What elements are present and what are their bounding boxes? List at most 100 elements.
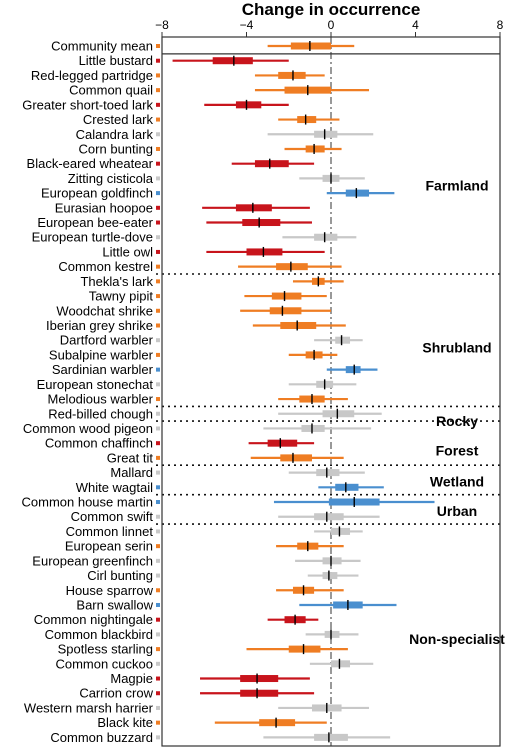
species-label: Woodchat shrike xyxy=(56,303,153,318)
chart-title: Change in occurrence xyxy=(242,0,421,19)
species-row: Western marsh harrier xyxy=(24,700,370,715)
species-label: Sardinian warbler xyxy=(52,362,154,377)
inner-interval xyxy=(322,410,355,418)
species-color-marker xyxy=(156,588,160,593)
inner-interval xyxy=(242,219,281,227)
group-label: Wetland xyxy=(430,473,484,489)
species-color-marker xyxy=(156,88,160,93)
species-label: Tawny pipit xyxy=(89,289,154,304)
species-label: Common kestrel xyxy=(58,259,153,274)
species-color-marker xyxy=(156,705,160,710)
inner-interval xyxy=(314,513,344,521)
species-color-marker xyxy=(156,323,160,328)
inner-interval xyxy=(246,248,283,256)
species-row: European greenfinch xyxy=(32,553,361,568)
species-label: European greenfinch xyxy=(32,553,153,568)
species-label: Little owl xyxy=(102,244,153,259)
species-color-marker xyxy=(156,411,160,416)
species-color-marker xyxy=(156,220,160,225)
inner-interval xyxy=(259,719,296,727)
inner-interval xyxy=(345,366,361,374)
species-label: Zitting cisticola xyxy=(68,171,154,186)
species-row: Magpie xyxy=(110,671,310,686)
species-label: Barn swallow xyxy=(76,597,153,612)
inner-interval xyxy=(240,675,279,683)
species-color-marker xyxy=(156,691,160,696)
species-row: Melodious warbler xyxy=(48,392,348,407)
group-separators xyxy=(156,53,500,525)
species-color-marker xyxy=(156,161,160,166)
species-label: Magpie xyxy=(110,671,153,686)
species-row: Dartford warbler xyxy=(60,333,363,348)
species-label: Common house martin xyxy=(22,495,154,510)
inner-interval xyxy=(212,57,253,65)
species-row: Little bustard xyxy=(79,53,289,68)
inner-interval xyxy=(314,733,348,741)
species-row: Common blackbird xyxy=(45,627,359,642)
species-label: Community mean xyxy=(51,39,153,54)
species-row: Crested lark xyxy=(83,112,340,127)
species-row: Common buzzard xyxy=(50,730,391,745)
species-color-marker xyxy=(156,367,160,372)
species-row: House sparrow xyxy=(66,583,344,598)
species-label: Cirl bunting xyxy=(87,568,153,583)
species-color-marker xyxy=(156,617,160,622)
inner-interval xyxy=(331,527,351,535)
species-row: Mallard xyxy=(110,465,365,480)
species-row: European turtle-dove xyxy=(32,230,357,245)
species-row: Spotless starling xyxy=(58,642,348,657)
species-color-marker xyxy=(156,720,160,725)
species-row: European goldfinch xyxy=(41,186,395,201)
species-label: Common linnet xyxy=(66,524,154,539)
inner-interval xyxy=(322,557,342,565)
species-color-marker xyxy=(156,382,160,387)
species-color-marker xyxy=(156,294,160,299)
species-color-marker xyxy=(156,558,160,563)
species-color-marker xyxy=(156,58,160,63)
species-color-marker xyxy=(156,146,160,151)
species-color-marker xyxy=(156,279,160,284)
species-label: Crested lark xyxy=(83,112,154,127)
species-label: Black-eared wheatear xyxy=(27,156,154,171)
species-row: Barn swallow xyxy=(76,597,397,612)
group-label: Urban xyxy=(437,503,477,519)
species-label: Common chaffinch xyxy=(45,436,153,451)
species-label: Common wood pigeon xyxy=(23,421,153,436)
species-label: Carrion crow xyxy=(79,686,153,701)
inner-interval xyxy=(235,101,262,109)
species-label: White wagtail xyxy=(76,480,153,495)
inner-interval xyxy=(288,645,321,653)
species-row: Black kite xyxy=(97,715,327,730)
species-label: Mallard xyxy=(110,465,153,480)
species-color-marker xyxy=(156,485,160,490)
species-label: Iberian grey shrike xyxy=(46,318,153,333)
species-color-marker xyxy=(156,441,160,446)
species-row: Common kestrel xyxy=(58,259,342,274)
group-labels: Farmland Shrubland Rocky Forest Wetland Urban… xyxy=(409,178,505,647)
inner-interval xyxy=(297,116,317,124)
species-label: Eurasian hoopoe xyxy=(55,200,153,215)
inner-interval xyxy=(269,307,302,315)
species-row: Little owl xyxy=(102,244,325,259)
species-label: European stonechat xyxy=(37,377,154,392)
inner-interval xyxy=(345,189,370,197)
inner-interval xyxy=(240,689,279,697)
species-color-marker xyxy=(156,191,160,196)
inner-interval xyxy=(331,660,351,668)
species-row: Common swift xyxy=(71,509,380,524)
inner-interval xyxy=(280,321,317,329)
species-label: Common buzzard xyxy=(50,730,153,745)
species-row: Zitting cisticola xyxy=(68,171,365,186)
species-color-marker xyxy=(156,529,160,534)
plot-frame xyxy=(161,36,501,747)
species-color-marker xyxy=(156,249,160,254)
species-label: Western marsh harrier xyxy=(24,700,154,715)
species-row: Calandra lark xyxy=(76,127,374,142)
x-axis: −8 −4 0 4 8 xyxy=(155,18,504,746)
species-color-marker xyxy=(156,470,160,475)
inner-interval xyxy=(335,483,359,491)
species-label: Red-legged partridge xyxy=(31,68,153,83)
species-color-marker xyxy=(156,397,160,402)
group-label: Rocky xyxy=(436,413,478,429)
